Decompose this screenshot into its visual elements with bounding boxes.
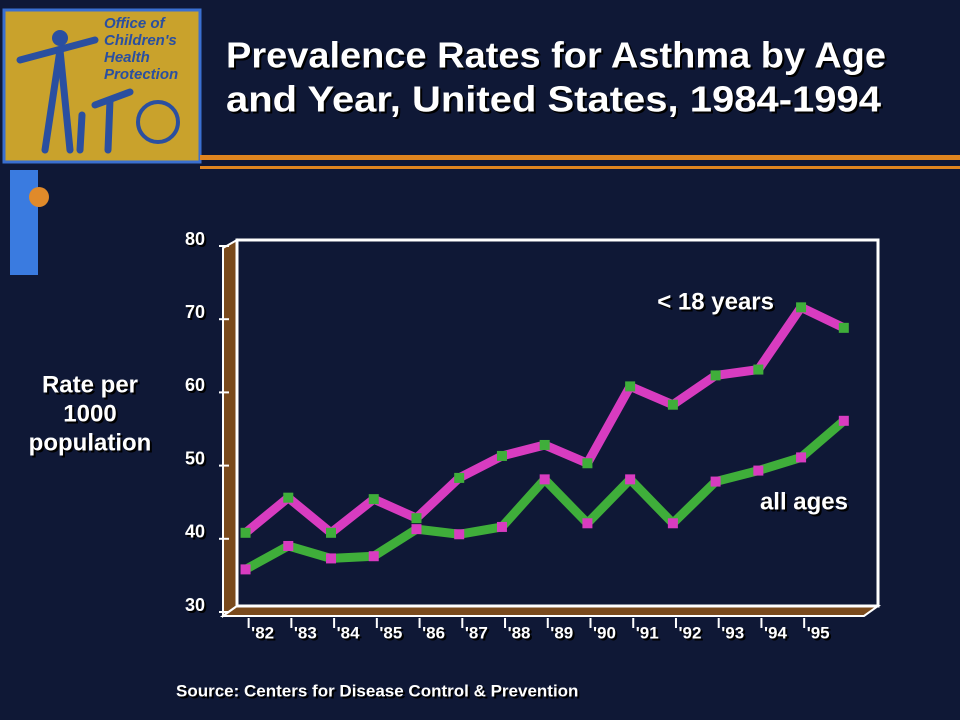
data-point [496,521,507,532]
x-tick-label: '91 [636,623,659,642]
y-tick-label: 60 [185,375,205,395]
y-tick-label: 40 [185,522,205,542]
y-tick-label: 70 [185,302,205,322]
data-point [326,527,337,538]
data-point [240,564,251,575]
y-tick-label: 50 [185,448,205,468]
logo-text: Health [104,49,150,66]
divider [200,155,960,160]
data-point [753,465,764,476]
plot-side [222,238,238,618]
y-axis-label: Rate per [42,371,138,398]
data-point [710,476,721,487]
data-point [753,364,764,375]
x-tick-label: '94 [764,623,787,642]
x-tick-label: '95 [807,623,830,642]
x-tick-label: '86 [422,623,445,642]
chart-title: and Year, United States, 1984-1994 [226,79,881,120]
series-label: < 18 years [657,288,774,315]
logo-figures [16,36,134,154]
data-point [454,529,465,540]
logo-text: Office of [104,15,167,32]
y-axis-label: population [29,429,152,456]
chart-title: Prevalence Rates for Asthma by Age [226,35,886,76]
series-label: all ages [760,488,848,515]
x-tick-label: '85 [379,623,402,642]
data-point [796,452,807,463]
data-point [368,551,379,562]
data-point [411,513,422,524]
data-point [838,322,849,333]
logo [2,8,202,164]
data-point [539,439,550,450]
logo-head [52,30,68,46]
data-point [838,415,849,426]
data-point [582,518,593,529]
x-tick-label: '92 [678,623,701,642]
side-bar [10,170,38,275]
y-tick-label: 30 [185,595,205,615]
data-point [667,399,678,410]
data-point [710,370,721,381]
logo-text: Protection [104,66,178,83]
y-axis-label: 1000 [63,400,116,427]
data-point [411,524,422,535]
logo-text: Children's [104,32,177,49]
data-point [667,518,678,529]
x-tick-label: '84 [337,623,360,642]
data-point [454,472,465,483]
data-point [283,540,294,551]
x-tick-label: '90 [593,623,616,642]
data-point [582,458,593,469]
x-tick-label: '83 [294,623,317,642]
data-point [625,381,636,392]
data-point [496,450,507,461]
x-tick-label: '82 [251,623,274,642]
divider [200,166,960,169]
data-point [625,474,636,485]
data-point [368,494,379,505]
data-point [796,302,807,313]
data-point [326,553,337,564]
source: Source: Centers for Disease Control & Pr… [176,681,578,700]
logo-seal [136,100,180,144]
x-tick-label: '89 [550,623,573,642]
side-dot [29,187,49,207]
y-tick-label: 80 [185,229,205,249]
x-tick-label: '87 [465,623,488,642]
plot-frame [235,238,880,608]
data-point [539,474,550,485]
data-point [283,492,294,503]
x-tick-label: '93 [721,623,744,642]
x-tick-label: '88 [508,623,531,642]
data-point [240,527,251,538]
